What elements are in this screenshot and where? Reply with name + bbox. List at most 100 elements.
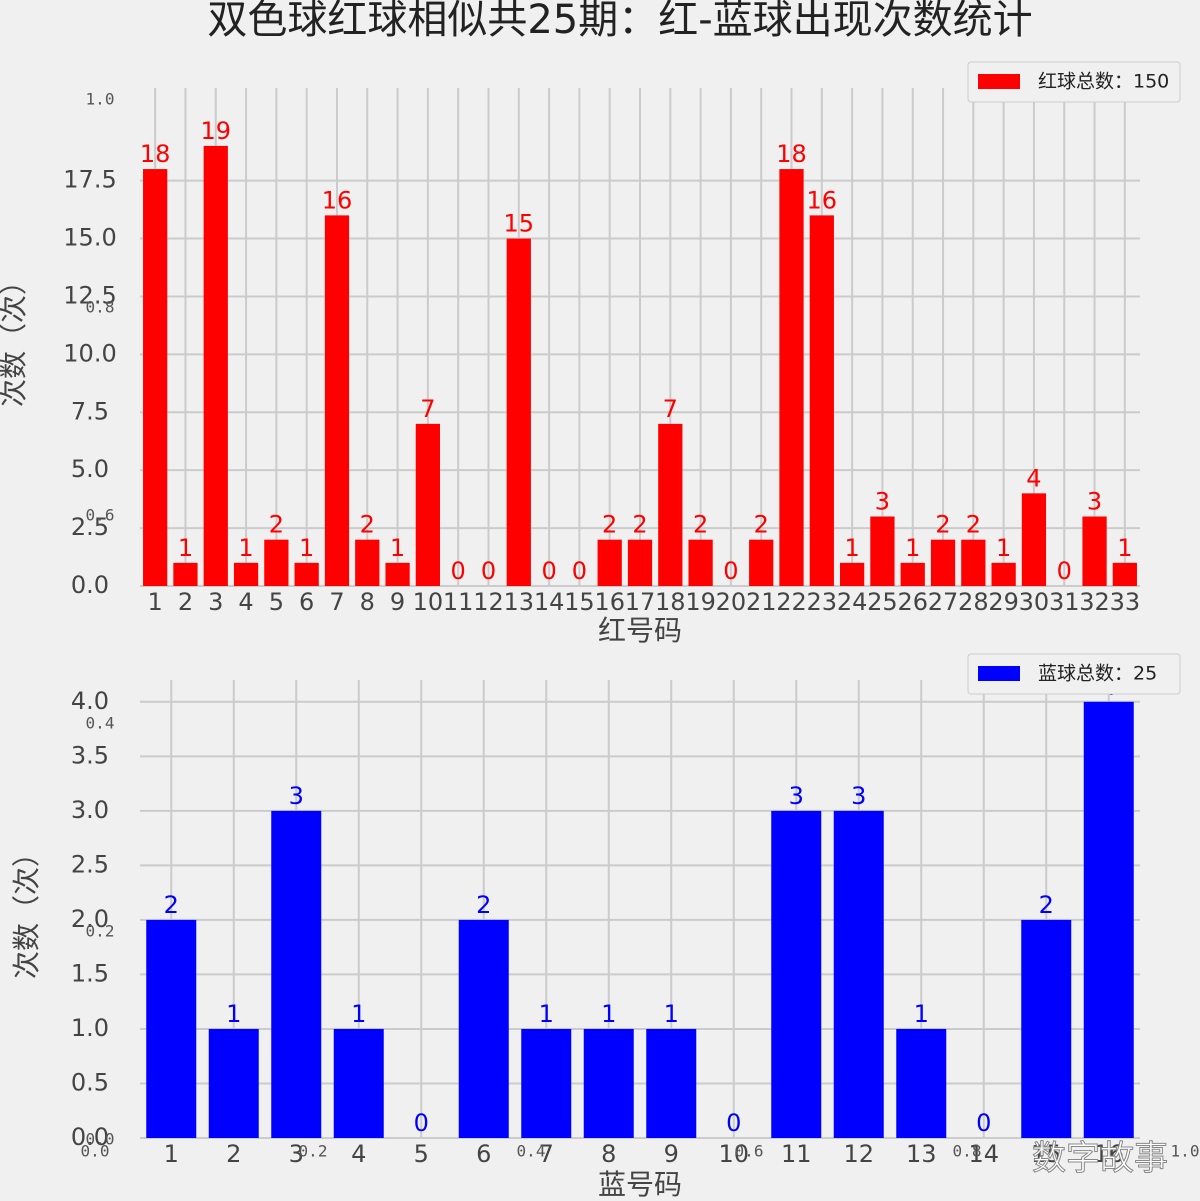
y-tick-label: 0.5 [71,1068,109,1096]
x-tick-label: 16 [1093,1140,1124,1168]
data-label: 0 [1057,557,1072,585]
data-label: 4 [1026,464,1041,492]
bar [779,169,804,586]
y-tick-label: 2.5 [71,513,109,541]
x-axis-label: 蓝号码 [598,1168,682,1201]
data-label: 2 [935,511,950,539]
bar [896,1028,947,1138]
bar [1112,562,1137,586]
x-tick-label: 26 [897,588,928,616]
bar [173,562,198,586]
bar [900,562,925,586]
x-tick-label: 9 [390,588,405,616]
data-label: 18 [140,140,171,168]
x-tick-label: 1 [164,1140,179,1168]
bar [333,1028,384,1138]
x-tick-label: 31 [1049,588,1080,616]
data-label: 7 [663,395,678,423]
legend: 红球总数：150 [967,61,1181,103]
data-label: 7 [420,395,435,423]
x-tick-label: 0.8 [953,1142,982,1161]
y-tick-label: 2.0 [71,905,109,933]
y-tick-label: 17.5 [63,166,116,194]
bar [583,1028,634,1138]
data-label: 3 [789,782,804,810]
x-tick-label: 29 [988,588,1019,616]
bar [143,169,168,586]
bar [233,562,259,586]
data-label: 16 [322,186,353,214]
data-label: 1 [996,534,1011,562]
data-label: 2 [164,891,179,919]
bar [1083,701,1134,1138]
y-tick-label: 0.8 [86,298,115,317]
data-label: 0 [976,1109,991,1137]
data-label: 1 [238,534,253,562]
x-tick-label: 2 [178,588,193,616]
x-tick-label: 10 [718,1140,749,1168]
bar [355,539,380,586]
data-label: 15 [504,210,535,238]
data-label: 1 [601,1000,616,1028]
data-label: 2 [632,511,647,539]
x-tick-label: 30 [1019,588,1050,616]
y-tick-label: 4.0 [71,687,109,715]
legend-box [967,61,1181,103]
bar [506,238,531,586]
x-tick-label: 15 [564,588,595,616]
x-tick-label: 11 [781,1140,812,1168]
data-label: 0 [481,557,496,585]
figure-title: 双色球红球相似共25期：红-蓝球出现次数统计 [207,0,1032,43]
data-label: 3 [1087,488,1102,516]
bar [597,539,622,586]
x-tick-label: 1.0 [1171,1142,1200,1161]
y-axis-label: 次数（次） [0,267,30,407]
legend-label: 蓝球总数：25 [1038,663,1157,685]
bar [870,516,895,586]
bar [415,423,440,586]
x-axis-label: 红号码 [598,614,682,647]
legend: 蓝球总数：25 [967,653,1181,695]
data-label: 0 [414,1109,429,1137]
x-tick-label: 14 [968,1140,999,1168]
data-label: 1 [539,1000,554,1028]
legend-label: 红球总数：150 [1038,71,1169,93]
data-label: 1 [664,1000,679,1028]
bar [833,810,884,1138]
x-tick-label: 7 [329,588,344,616]
x-tick-label: 10 [413,588,444,616]
data-label: 2 [1039,891,1054,919]
data-label: 0 [572,557,587,585]
x-tick-label: 3 [289,1140,304,1168]
y-tick-label: 3.0 [71,796,109,824]
x-tick-label: 4 [238,588,253,616]
data-label: 1 [844,534,859,562]
data-label: 1 [299,534,314,562]
data-label: 0 [541,557,556,585]
y-tick-label: 1.0 [86,90,115,109]
x-tick-label: 0.0 [81,1142,110,1161]
data-label: 18 [776,140,807,168]
bar [991,562,1016,586]
bar [771,810,822,1138]
x-tick-label: 9 [664,1140,679,1168]
data-label: 16 [807,186,838,214]
legend-swatch [978,666,1020,681]
watermark: 数字故事 [1032,1139,1168,1179]
y-tick-label: 0.4 [86,714,115,733]
bar [1021,919,1072,1138]
y-tick-label: 3.5 [71,741,109,769]
x-tick-label: 33 [1110,588,1141,616]
data-label: 2 [360,511,375,539]
x-tick-label: 12 [843,1140,874,1168]
data-label: 0 [723,557,738,585]
y-axis-label: 次数（次） [10,839,43,979]
x-tick-label: 6 [476,1140,491,1168]
data-label: 3 [851,782,866,810]
y-tick-label: 5.0 [71,455,109,483]
data-label: 0 [726,1109,741,1137]
x-tick-label: 3 [208,588,223,616]
bar [627,539,653,586]
data-label: 2 [966,511,981,539]
x-tick-label: 5 [269,588,284,616]
